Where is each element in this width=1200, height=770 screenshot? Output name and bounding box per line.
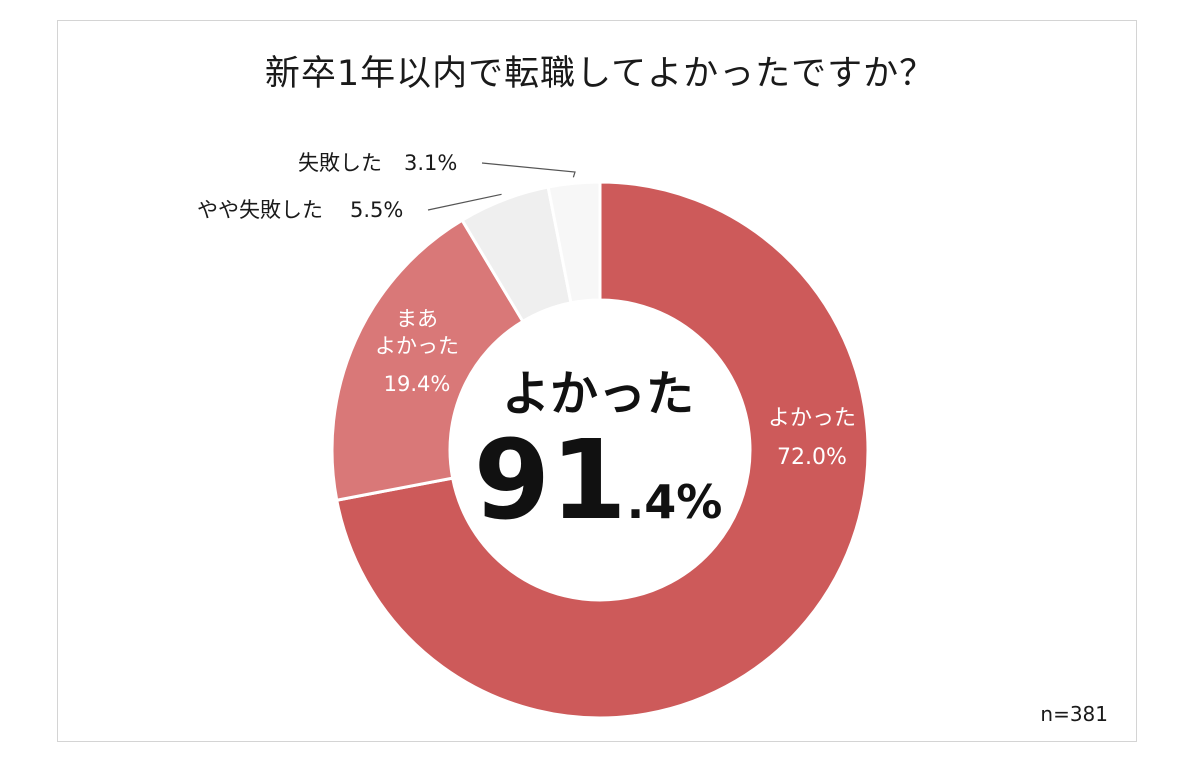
slice-label-shippai-value: 3.1% bbox=[404, 151, 457, 175]
slice-label-maa-name-line2: よかった bbox=[375, 334, 459, 358]
center-value-big: 91 bbox=[474, 416, 627, 544]
labels-layer: よかった 72.0% まあ よかった 19.4% やや失敗した 5.5% 失敗し… bbox=[197, 151, 856, 544]
leaders-layer bbox=[427, 162, 576, 211]
slice-label-yokatta-value: 72.0% bbox=[777, 445, 847, 470]
slice-label-yokatta-name: よかった bbox=[768, 406, 856, 431]
center-value-small: .4% bbox=[627, 475, 723, 529]
chart-title: 新卒1年以内で転職してよかったですか？ bbox=[264, 54, 936, 94]
sample-size: n=381 bbox=[1040, 702, 1108, 726]
leader-line-shippai bbox=[481, 162, 576, 178]
slice-label-shippai-name: 失敗した bbox=[298, 151, 382, 175]
slice-label-maa-name-line1: まあ bbox=[396, 307, 438, 331]
slice-label-yaya-name: やや失敗した bbox=[197, 198, 323, 222]
slice-shippai bbox=[546, 180, 602, 305]
center-caption: よかった bbox=[502, 366, 694, 422]
leader-line-yaya bbox=[427, 193, 502, 211]
slice-label-maa-value: 19.4% bbox=[384, 372, 451, 396]
slice-yokatta bbox=[334, 180, 870, 720]
slice-maa-yokatta bbox=[330, 218, 525, 502]
slices-layer bbox=[330, 180, 870, 720]
center-value: 91.4% bbox=[474, 416, 723, 544]
slice-label-yaya-value: 5.5% bbox=[350, 198, 403, 222]
